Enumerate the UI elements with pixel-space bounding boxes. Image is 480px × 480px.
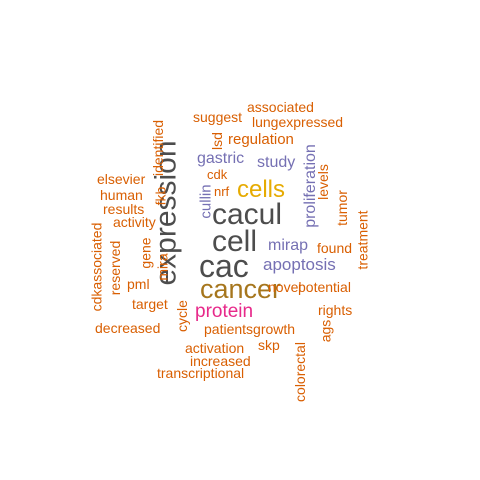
word-colorectal: colorectal: [291, 342, 308, 402]
word-cell: cell: [212, 225, 258, 258]
word-cells: cells: [237, 176, 286, 203]
word-cancer: cancer: [200, 274, 282, 304]
word-increased: increased: [190, 353, 251, 369]
word-protein: protein: [195, 301, 254, 322]
word-activation: activation: [185, 340, 245, 356]
word-elsevier: elsevier: [97, 171, 146, 187]
word-lungexpressed: lungexpressed: [252, 114, 344, 130]
word-study: study: [257, 154, 296, 171]
word-apoptosis: apoptosis: [263, 255, 336, 274]
word-human: human: [100, 187, 143, 203]
word-treatment: treatment: [354, 210, 371, 270]
word-cdk: cdk: [207, 167, 228, 182]
word-mirap: mirap: [268, 237, 309, 254]
word-cdkassociated: cdkassociated: [88, 222, 105, 312]
word-gene: gene: [137, 237, 154, 269]
word-cac: cac: [199, 248, 249, 284]
word-cullin: cullin: [197, 184, 215, 219]
word-fkb: fkb: [152, 186, 169, 206]
word-target: target: [132, 296, 168, 312]
word-activity: activity: [113, 214, 156, 230]
word-pml: pml: [127, 276, 150, 292]
word-suggest: suggest: [193, 109, 243, 125]
word-nrf: nrf: [214, 184, 230, 199]
word-tumor: tumor: [333, 190, 350, 226]
word-levels: levels: [314, 164, 331, 200]
word-cycle: cycle: [173, 300, 190, 332]
word-results: results: [103, 201, 145, 217]
word-identified: identified: [150, 119, 167, 177]
word-gastric: gastric: [197, 150, 245, 167]
word-transcriptional: transcriptional: [157, 365, 245, 381]
word-novel: novel: [268, 279, 302, 295]
word-regulation: regulation: [228, 131, 294, 148]
word-ags: ags: [317, 319, 334, 343]
word-found: found: [317, 240, 353, 256]
word-cacul: cacul: [212, 198, 283, 231]
word-decreased: decreased: [95, 320, 161, 336]
word-associated: associated: [247, 99, 314, 115]
word-lsd: lsd: [208, 132, 225, 150]
word-patientsgrowth: patientsgrowth: [204, 321, 296, 337]
word-potential: potential: [298, 279, 351, 295]
word-reserved: reserved: [107, 240, 124, 296]
word-skp: skp: [258, 337, 280, 353]
word-rights: rights: [318, 302, 353, 318]
word-mira: mira: [154, 253, 171, 281]
